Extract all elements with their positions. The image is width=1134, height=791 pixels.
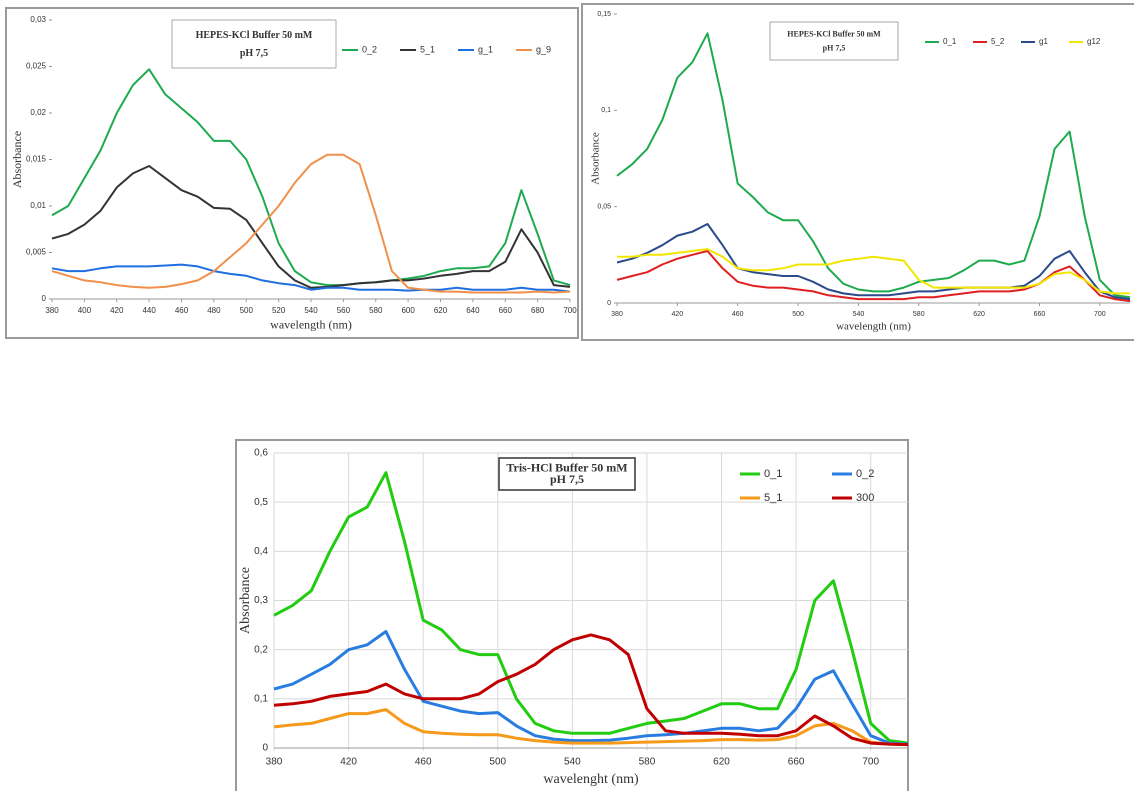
legend-label: 5_1 — [764, 492, 782, 504]
x-tick-label: 620 — [434, 306, 448, 315]
legend-label: g1 — [1039, 37, 1048, 46]
data-line — [51, 153, 571, 294]
x-tick-label: 660 — [499, 306, 513, 315]
x-tick-label: 620 — [973, 311, 985, 318]
x-tick-label: 500 — [489, 757, 506, 768]
legend-label: g_1 — [478, 44, 493, 54]
x-tick-label: 380 — [45, 306, 59, 315]
x-axis-label: wavelenght (nm) — [543, 772, 639, 787]
x-tick-label: 540 — [564, 757, 581, 768]
x-tick-label: 580 — [913, 311, 925, 318]
legend-label: 0_2 — [856, 468, 874, 480]
y-tick-label: 0,1 — [254, 693, 268, 704]
y-tick-label: 0,1 — [601, 107, 611, 114]
x-tick-label: 380 — [266, 757, 283, 768]
legend-label: g_9 — [536, 44, 551, 54]
data-line — [617, 248, 1130, 295]
legend-label: 0_1 — [764, 468, 782, 480]
y-tick-label: 0,15 — [597, 11, 611, 18]
x-tick-label: 700 — [563, 306, 577, 315]
y-tick-label: 0,03 — [30, 15, 46, 24]
legend-label: 5_2 — [991, 37, 1005, 46]
x-tick-label: 620 — [713, 757, 730, 768]
x-tick-label: 420 — [110, 306, 124, 315]
x-tick-label: 600 — [401, 306, 415, 315]
x-tick-label: 640 — [466, 306, 480, 315]
data-line — [51, 165, 571, 289]
x-tick-label: 560 — [337, 306, 351, 315]
x-tick-label: 680 — [531, 306, 545, 315]
x-tick-label: 540 — [853, 311, 865, 318]
chart-panel: 0 0,005 0,01 0,015 0,02 0,025 0,03 380 400 420 440… — [5, 7, 579, 339]
chart-title: Tris-HCl Buffer 50 mM — [506, 460, 627, 474]
y-tick-label: 0,015 — [26, 155, 47, 164]
x-tick-label: 480 — [207, 306, 221, 315]
x-tick-label: 580 — [369, 306, 383, 315]
x-tick-label: 700 — [862, 757, 879, 768]
legend-label: 0_1 — [943, 37, 957, 46]
data-line — [51, 263, 571, 293]
x-tick-label: 500 — [792, 311, 804, 318]
x-tick-label: 660 — [788, 757, 805, 768]
legend-label: 300 — [856, 492, 874, 504]
y-axis-label: Absorbance — [238, 567, 253, 634]
y-tick-label: 0 — [607, 300, 611, 307]
title-box — [769, 21, 899, 61]
legend-label: 5_1 — [420, 44, 435, 54]
chart-subtitle: pH 7,5 — [550, 472, 584, 486]
legend-label: g12 — [1087, 37, 1101, 46]
x-tick-label: 660 — [1034, 311, 1046, 318]
x-axis-label: wavelength (nm) — [270, 318, 352, 332]
data-line — [616, 32, 1131, 299]
y-axis-label: Absorbance — [590, 132, 602, 185]
x-tick-label: 460 — [175, 306, 189, 315]
x-tick-label: 520 — [272, 306, 286, 315]
y-tick-label: 0,6 — [254, 448, 268, 459]
title-box — [171, 19, 337, 69]
chart-panel: 0 0,1 0,2 0,3 0,4 0,5 0,6 380 420 460 500 540 580 620… — [235, 439, 909, 791]
y-tick-label: 0 — [262, 743, 268, 754]
data-line — [273, 633, 909, 747]
y-tick-label: 0,2 — [254, 644, 268, 655]
chart-title: HEPES-KCl Buffer 50 mM — [196, 30, 313, 41]
data-line — [273, 630, 909, 746]
data-line — [616, 223, 1131, 301]
y-tick-label: 0,3 — [254, 595, 268, 606]
data-line — [51, 68, 571, 287]
y-tick-label: 0,01 — [30, 201, 46, 210]
y-tick-label: 0,02 — [30, 108, 46, 117]
legend-label: 0_2 — [362, 44, 377, 54]
title-box — [498, 457, 636, 491]
chart-panel: 0 0,05 0,1 0,15 380 420 460 500 540 580 620 660 700 w… — [581, 3, 1134, 341]
y-tick-label: 0,025 — [26, 62, 47, 71]
x-tick-label: 500 — [240, 306, 254, 315]
chart-subtitle: pH 7,5 — [823, 43, 846, 52]
x-tick-label: 440 — [142, 306, 156, 315]
y-tick-label: 0,05 — [597, 204, 611, 211]
data-line — [273, 708, 909, 747]
data-line — [273, 471, 909, 745]
chart-title: HEPES-KCl Buffer 50 mM — [787, 29, 881, 38]
chart-subtitle: pH 7,5 — [240, 48, 268, 59]
x-tick-label: 460 — [415, 757, 432, 768]
x-tick-label: 420 — [672, 311, 684, 318]
x-axis-label: wavelength (nm) — [836, 321, 911, 333]
y-tick-label: 0,5 — [254, 497, 268, 508]
y-tick-label: 0,4 — [254, 546, 268, 557]
x-tick-label: 540 — [304, 306, 318, 315]
x-tick-label: 380 — [611, 311, 623, 318]
x-tick-label: 420 — [340, 757, 357, 768]
x-tick-label: 400 — [78, 306, 92, 315]
x-tick-label: 700 — [1094, 311, 1106, 318]
y-tick-label: 0,005 — [26, 248, 47, 257]
y-axis-label: Absorbance — [10, 131, 24, 188]
x-tick-label: 460 — [732, 311, 744, 318]
x-tick-label: 580 — [639, 757, 656, 768]
y-tick-label: 0 — [42, 294, 47, 303]
